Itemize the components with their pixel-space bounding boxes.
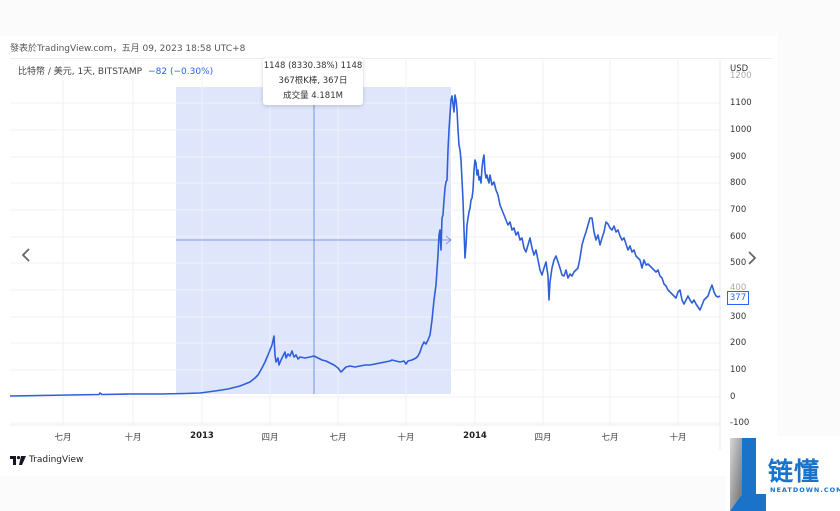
price-line (9, 94, 721, 397)
symbol-legend[interactable]: 比特幣 / 美元, 1天, BITSTAMP −82 (−0.30%) (18, 64, 213, 77)
y-tick: 900 (730, 152, 747, 162)
y-tick: 200 (730, 338, 747, 348)
y-tick: -100 (730, 418, 750, 428)
selection-range[interactable] (176, 87, 451, 394)
x-tick: 十月 (397, 433, 415, 443)
neatdown-logo-icon (726, 436, 840, 511)
x-tick: 四月 (261, 433, 279, 443)
y-tick: 400 (730, 283, 747, 293)
chart-area[interactable] (10, 58, 773, 451)
currency-label: USD (730, 64, 749, 74)
y-tick: 700 (730, 205, 747, 215)
y-tick: 1200 (730, 71, 752, 81)
price-change: −82 (−0.30%) (148, 67, 214, 77)
y-tick: 100 (730, 365, 747, 375)
y-tick: 1100 (730, 98, 752, 108)
x-tick: 七月 (54, 433, 72, 443)
tooltip-bars: 367根K棒, 367日 (278, 76, 348, 86)
prev-chevron-left-icon[interactable] (20, 244, 32, 268)
last-price-label: 377 (727, 291, 749, 305)
next-chevron-right-icon[interactable] (746, 247, 758, 271)
y-tick: 500 (730, 258, 747, 268)
x-tick: 十月 (124, 433, 142, 443)
watermark-name: 链懂 (768, 457, 821, 486)
x-tick: 七月 (601, 433, 619, 443)
x-tick-year: 2013 (190, 431, 214, 441)
x-tick: 十月 (669, 433, 687, 443)
vertical-gridlines (62, 60, 679, 425)
x-tick: 七月 (329, 433, 347, 443)
x-tick: 四月 (534, 433, 552, 443)
measure-arrow-icon (445, 235, 452, 245)
y-tick: 800 (730, 178, 747, 188)
y-tick: 0 (730, 392, 736, 402)
watermark-domain: NEATDOWN.COM (770, 486, 840, 494)
tooltip-volume: 成交量 4.181M (283, 91, 343, 101)
published-attribution: 發表於TradingView.com，五月 09, 2023 18:58 UTC… (10, 44, 246, 54)
tradingview-logo-text: TradingView (29, 455, 84, 465)
x-tick-year: 2014 (463, 431, 487, 441)
y-tick: 600 (730, 232, 747, 242)
tooltip-change: 1148 (8330.38%) 1148 (263, 61, 363, 71)
symbol-name: 比特幣 / 美元, 1天, BITSTAMP (18, 67, 143, 77)
y-tick: 1000 (730, 125, 752, 135)
tradingview-logo-icon (10, 455, 26, 465)
measure-tooltip: 1148 (8330.38%) 1148 367根K棒, 367日 成交量 4.… (263, 58, 363, 105)
y-tick: 300 (730, 312, 747, 322)
tradingview-logo[interactable]: TradingView (10, 455, 83, 465)
